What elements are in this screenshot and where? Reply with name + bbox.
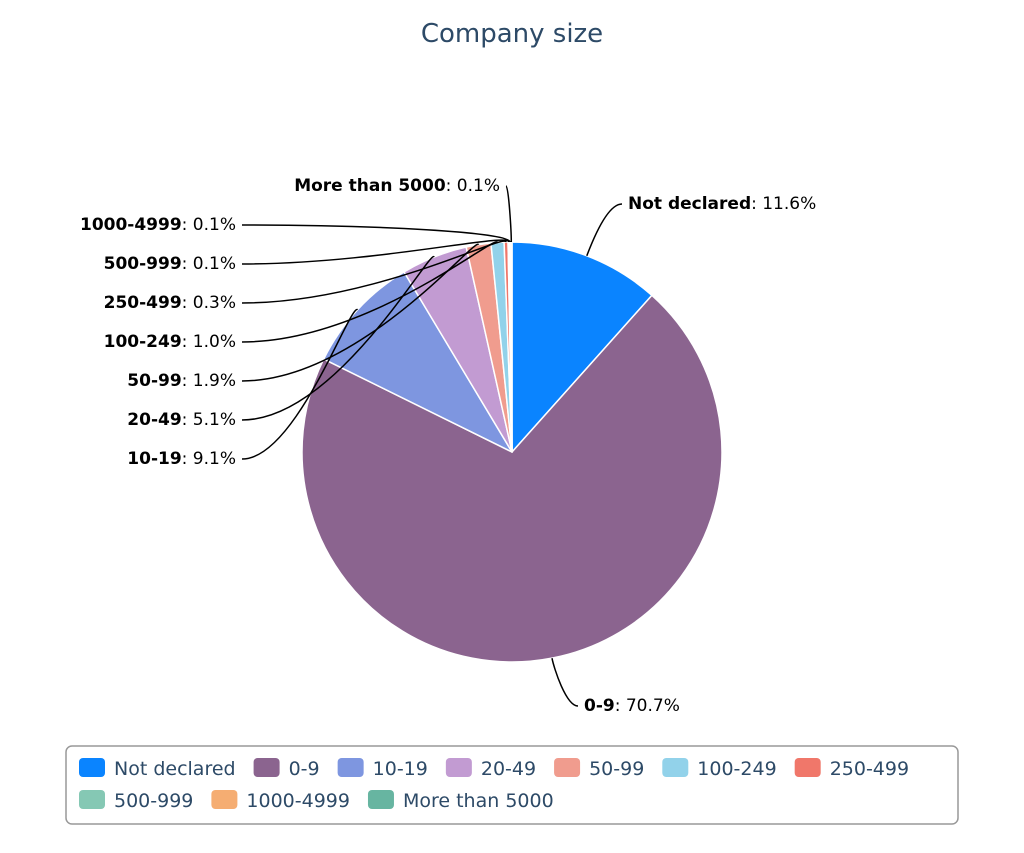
legend-label: 1000-4999 bbox=[246, 790, 350, 812]
connector-50-99 bbox=[241, 243, 480, 382]
pie-slices bbox=[301, 241, 723, 663]
data-label-50-99: 50-99: 1.9% bbox=[127, 371, 236, 391]
data-label-value-0-9: : 70.7% bbox=[615, 696, 680, 716]
data-label-name-50-99: 50-99 bbox=[127, 371, 181, 391]
legend-item-50-99[interactable]: 50-99 bbox=[554, 758, 644, 780]
data-label-500-999: 500-999: 0.1% bbox=[104, 254, 236, 274]
pie-slice-not-declared[interactable] bbox=[511, 241, 653, 453]
data-label-100-249: 100-249: 1.0% bbox=[104, 332, 236, 352]
pie-slice-0-9[interactable] bbox=[301, 294, 723, 663]
data-label-name-10-19: 10-19 bbox=[127, 449, 181, 469]
data-label-name-500-999: 500-999 bbox=[104, 254, 182, 274]
legend-swatch bbox=[662, 758, 689, 777]
legend-swatch bbox=[79, 790, 105, 809]
data-label-name-20-49: 20-49 bbox=[127, 410, 181, 430]
data-label-not-declared: Not declared: 11.6% bbox=[628, 194, 816, 214]
legend-item-100-249[interactable]: 100-249 bbox=[662, 758, 777, 780]
data-label-value-not-declared: : 11.6% bbox=[751, 194, 816, 214]
legend-swatch bbox=[337, 758, 364, 777]
legend-label: 20-49 bbox=[481, 758, 536, 780]
data-label-250-499: 250-499: 0.3% bbox=[104, 293, 236, 313]
data-label-name-100-249: 100-249 bbox=[104, 332, 182, 352]
legend-label: 50-99 bbox=[589, 758, 644, 780]
legend-item-500-999[interactable]: 500-999 bbox=[79, 790, 193, 812]
legend-label: 0-9 bbox=[289, 758, 320, 780]
legend-item-more-than-5000[interactable]: More than 5000 bbox=[367, 790, 554, 812]
legend-label: 500-999 bbox=[114, 790, 193, 812]
legend: Not declared 0-9 10-19 20-49 50-99 100-249 250… bbox=[79, 758, 909, 812]
connector-20-49 bbox=[241, 256, 435, 421]
data-label-name-250-499: 250-499 bbox=[104, 293, 182, 313]
legend-swatch bbox=[367, 790, 394, 809]
connector-0-9 bbox=[551, 658, 579, 707]
connector-1000-4999 bbox=[241, 224, 511, 243]
legend-swatch bbox=[79, 758, 105, 777]
data-labels: Not declared: 11.6% 0-9: 70.7% 10-19: 9.1%… bbox=[80, 176, 816, 716]
data-label-value-100-249: : 1.0% bbox=[182, 332, 236, 352]
connector-not-declared bbox=[586, 203, 623, 257]
legend-swatch bbox=[794, 758, 821, 777]
legend-item-10-19[interactable]: 10-19 bbox=[337, 758, 428, 780]
data-label-10-19: 10-19: 9.1% bbox=[127, 449, 236, 469]
legend-item-1000-4999[interactable]: 1000-4999 bbox=[211, 790, 350, 812]
legend-item-not-declared[interactable]: Not declared bbox=[79, 758, 236, 780]
data-label-name-more-than-5000: More than 5000 bbox=[294, 176, 446, 196]
legend-item-20-49[interactable]: 20-49 bbox=[445, 758, 536, 780]
data-label-value-20-49: : 5.1% bbox=[182, 410, 236, 430]
connector-more-than-5000 bbox=[505, 185, 513, 243]
legend-label: 250-499 bbox=[830, 758, 909, 780]
legend-box bbox=[65, 745, 959, 825]
label-connectors bbox=[241, 185, 623, 707]
legend-item-0-9[interactable]: 0-9 bbox=[253, 758, 320, 780]
data-label-name-1000-4999: 1000-4999 bbox=[80, 215, 182, 235]
data-label-1000-4999: 1000-4999: 0.1% bbox=[80, 215, 236, 235]
chart-title: Company size bbox=[421, 19, 603, 49]
legend-swatch bbox=[211, 790, 238, 809]
legend-label: 10-19 bbox=[373, 758, 428, 780]
data-label-value-500-999: : 0.1% bbox=[182, 254, 236, 274]
data-label-value-1000-4999: : 0.1% bbox=[182, 215, 236, 235]
data-label-20-49: 20-49: 5.1% bbox=[127, 410, 236, 430]
data-label-0-9: 0-9: 70.7% bbox=[584, 696, 680, 716]
legend-swatch bbox=[554, 758, 581, 777]
legend-swatch bbox=[445, 758, 472, 777]
legend-item-250-499[interactable]: 250-499 bbox=[794, 758, 909, 780]
data-label-value-more-than-5000: : 0.1% bbox=[446, 176, 500, 196]
data-label-value-250-499: : 0.3% bbox=[182, 293, 236, 313]
connector-250-499 bbox=[241, 240, 507, 304]
connector-500-999 bbox=[241, 239, 510, 265]
legend-label: Not declared bbox=[114, 758, 236, 780]
data-label-value-10-19: : 9.1% bbox=[182, 449, 236, 469]
connector-10-19 bbox=[241, 308, 359, 460]
legend-label: 100-249 bbox=[697, 758, 776, 780]
data-label-value-50-99: : 1.9% bbox=[182, 371, 236, 391]
legend-label: More than 5000 bbox=[403, 790, 554, 812]
data-label-more-than-5000: More than 5000: 0.1% bbox=[294, 176, 500, 196]
legend-swatch bbox=[253, 758, 280, 777]
data-label-name-not-declared: Not declared bbox=[628, 194, 751, 214]
data-label-name-0-9: 0-9 bbox=[584, 696, 615, 716]
